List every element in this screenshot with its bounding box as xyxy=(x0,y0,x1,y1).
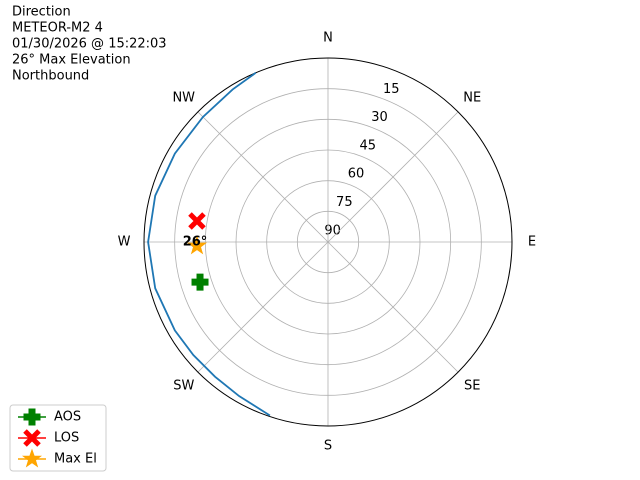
marker-x xyxy=(188,212,206,230)
r-tick-label: 90 xyxy=(324,223,341,238)
grid-spoke xyxy=(327,111,459,243)
grid-spoke xyxy=(327,241,459,373)
marker-star xyxy=(187,235,208,255)
grid-spoke xyxy=(197,111,329,243)
title-line: Northbound xyxy=(12,69,89,84)
title-line: 26° Max Elevation xyxy=(12,53,131,68)
theta-tick-label: NW xyxy=(172,90,195,105)
trajectory xyxy=(147,72,271,417)
grid-spoke xyxy=(197,241,329,373)
legend-label: LOS xyxy=(54,431,79,446)
theta-tick-label: NE xyxy=(463,90,481,105)
theta-tick-label: W xyxy=(118,235,131,250)
legend: AOS LOS Max El xyxy=(9,404,107,472)
legend-label: Max El xyxy=(54,452,97,467)
polar-spine xyxy=(143,57,513,427)
marker-star xyxy=(21,448,43,468)
r-tick-label: 75 xyxy=(336,195,353,210)
theta-tick-label: N xyxy=(323,31,333,46)
theta-tick-label: SW xyxy=(173,379,194,394)
annotation: 26° xyxy=(183,234,208,249)
title-line: 01/30/2026 @ 15:22:03 xyxy=(12,37,167,52)
r-tick-label: 60 xyxy=(348,167,365,182)
legend-label: AOS xyxy=(54,410,81,425)
r-tick-label: 15 xyxy=(383,82,400,97)
theta-tick-label: E xyxy=(528,235,536,250)
title-line: Direction xyxy=(12,5,71,20)
theta-tick-label: SE xyxy=(464,379,480,394)
title-line: METEOR-M2 4 xyxy=(12,21,103,36)
r-tick-label: 30 xyxy=(371,110,388,125)
theta-tick-label: S xyxy=(324,439,332,454)
marker-plus xyxy=(23,408,41,426)
marker-plus xyxy=(191,273,209,291)
r-tick-label: 45 xyxy=(360,138,377,153)
marker-x xyxy=(23,429,41,447)
